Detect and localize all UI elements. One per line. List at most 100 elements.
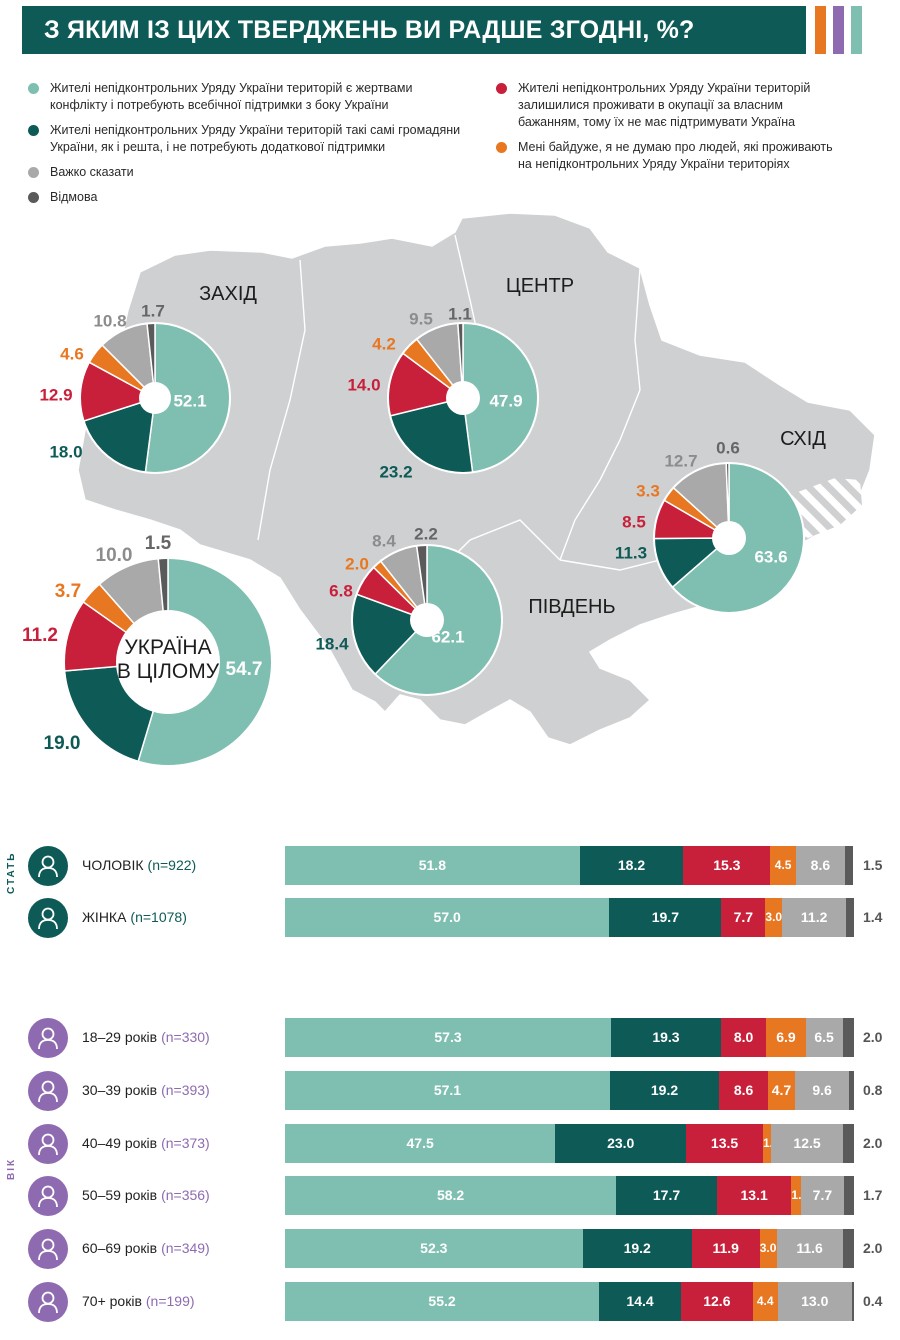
donut-value-label-indifferent: 3.3: [636, 481, 660, 500]
row-sample-size: (n=349): [161, 1240, 210, 1256]
donut-value-label-support: 52.1: [173, 391, 206, 410]
bar-segment-hard: 11.6: [776, 1229, 843, 1268]
bar-segment-indifferent: 4.4: [752, 1282, 778, 1321]
donut-value-label-stayed: 14.0: [347, 375, 380, 394]
bar-segment-same: 19.7: [609, 898, 722, 937]
bar-value-refuse: 0.8: [863, 1082, 883, 1098]
region-name: ЦЕНТР: [506, 275, 574, 297]
row-label-text: 18–29 років: [82, 1029, 158, 1045]
bar-segment-same: 18.2: [579, 846, 684, 885]
bar-segment-same: 17.7: [616, 1176, 717, 1215]
donut-value-label-refuse: 2.2: [414, 524, 438, 543]
person-icon: [28, 898, 68, 938]
legend-dot: [496, 142, 507, 153]
accent-stripe-purple: [833, 6, 844, 54]
bar-segment-refuse: [844, 846, 854, 885]
bar-value-refuse: 1.4: [863, 909, 883, 925]
donut-value-label-hard: 10.8: [93, 311, 126, 330]
region-name: ПІВДЕНЬ: [528, 596, 615, 618]
page-title: З ЯКИМ ІЗ ЦИХ ТВЕРДЖЕНЬ ВИ РАДШЕ ЗГОДНІ,…: [44, 16, 695, 44]
bar-segment-support: 55.2: [285, 1282, 600, 1321]
row-sample-size: (n=393): [161, 1082, 210, 1098]
row-label-text: 60–69 років: [82, 1240, 158, 1256]
bar-segment-indifferent: 1.5: [762, 1124, 780, 1163]
bar-segment-hard: 7.7: [800, 1176, 845, 1215]
bar-segment-same: 19.2: [609, 1071, 720, 1110]
donut-value-label-same: 11.3: [615, 543, 647, 562]
legend: Жителі непідконтрольних Уряду України те…: [0, 0, 900, 220]
legend-item-stayed: Жителі непідконтрольних Уряду України те…: [496, 80, 848, 131]
bar-segment-support: 58.2: [285, 1176, 617, 1215]
bar-segment-hard: 13.0: [777, 1282, 852, 1321]
bar-segment-indifferent: 4.7: [768, 1071, 795, 1110]
person-icon: [28, 1018, 68, 1058]
person-icon: [28, 1229, 68, 1269]
legend-label: Важко сказати: [50, 165, 134, 179]
donut-value-label-support: 54.7: [226, 659, 263, 680]
bar-value-refuse: 2.0: [863, 1029, 883, 1045]
row-label: 40–49 років (n=373): [82, 1135, 210, 1151]
bar-segment-support: 51.8: [285, 846, 580, 885]
row-label: ЧОЛОВІК (n=922): [82, 857, 196, 873]
donut-0: 52.1 18.0 12.9 4.6 10.8 1.7 ЗАХІД: [39, 283, 257, 474]
bar-segment-indifferent: 3.0: [765, 898, 783, 937]
legend-label: Жителі непідконтрольних Уряду України те…: [50, 123, 461, 154]
legend-label: Жителі непідконтрольних Уряду України те…: [518, 81, 811, 129]
donut-value-label-same: 18.4: [315, 634, 349, 653]
donut-outline: [79, 322, 231, 474]
title-bar: З ЯКИМ ІЗ ЦИХ ТВЕРДЖЕНЬ ВИ РАДШЕ ЗГОДНІ,…: [22, 6, 806, 54]
legend-dot: [28, 192, 39, 203]
accent-stripe-teal: [851, 6, 862, 54]
legend-label: Відмова: [50, 190, 98, 204]
row-sample-size: (n=330): [161, 1029, 210, 1045]
donut-value-label-support: 63.6: [754, 547, 787, 566]
donut-value-label-refuse: 1.1: [448, 304, 472, 323]
person-icon: [28, 1071, 68, 1111]
bar-segment-indifferent: 4.5: [770, 846, 796, 885]
bar-segment-stayed: 7.7: [721, 898, 766, 937]
bar-segment-stayed: 12.6: [681, 1282, 753, 1321]
bar-segment-stayed: 8.0: [720, 1018, 767, 1057]
bar-segment-refuse: [842, 1124, 854, 1163]
donut-value-label-refuse: 1.7: [141, 301, 165, 320]
bar-segment-refuse: [851, 1282, 854, 1321]
legend-item-indifferent: Мені байдуже, я не думаю про людей, які …: [496, 139, 848, 173]
legend-dot: [28, 125, 39, 136]
bar-segment-stayed: 11.9: [691, 1229, 760, 1268]
donut-outline: [653, 462, 805, 614]
legend-label: Мені байдуже, я не думаю про людей, які …: [518, 140, 833, 171]
donut-value-label-refuse: 1.5: [145, 533, 172, 554]
center-label-line1: УКРАЇНА: [124, 636, 211, 659]
donut-hole: [410, 603, 444, 637]
bar-segment-refuse: [842, 1229, 854, 1268]
accent-stripe-orange: [815, 6, 826, 54]
group-label-age: ВІК: [6, 1157, 17, 1180]
bar-segment-hard: 8.6: [795, 846, 845, 885]
row-label: 30–39 років (n=393): [82, 1082, 210, 1098]
bar-segment-hard: 11.2: [782, 898, 847, 937]
ukraine-map: [77, 212, 876, 746]
donut-charts: 52.118.012.94.610.81.7ЗАХІД47.923.214.04…: [22, 275, 826, 767]
donut-value-label-same: 23.2: [379, 462, 412, 481]
bar-segment-stayed: 13.1: [716, 1176, 792, 1215]
bar-value-refuse: 1.5: [863, 857, 883, 873]
donut-value-label-hard: 10.0: [96, 545, 133, 566]
donut-3: 62.1 18.4 6.8 2.08.4 2.2 ПІВДЕНЬ: [315, 524, 616, 696]
person-icon: [28, 1176, 68, 1216]
row-label: 18–29 років (n=330): [82, 1029, 210, 1045]
bar-segment-refuse: [846, 898, 854, 937]
row-sample-size: (n=199): [145, 1293, 195, 1309]
bar-segment-same: 19.2: [582, 1229, 692, 1268]
row-label-text: 30–39 років: [82, 1082, 158, 1098]
donut-value-label-indifferent: 2.0: [345, 554, 369, 573]
row-sample-size: (n=922): [147, 857, 197, 873]
region-name: ЗАХІД: [199, 283, 257, 305]
donut-1: 47.9 23.2 14.0 4.2 9.5 1.1 ЦЕНТР: [347, 275, 574, 481]
bar-segment-support: 47.5: [285, 1124, 556, 1163]
person-icon: [28, 1282, 68, 1322]
donut-value-label-support: 47.9: [489, 391, 522, 410]
donut-value-label-hard: 8.4: [372, 531, 396, 550]
bar-segment-refuse: [849, 1071, 854, 1110]
bar-segment-same: 19.3: [611, 1018, 721, 1057]
center-label-line2: В ЦІЛОМУ: [117, 660, 220, 683]
